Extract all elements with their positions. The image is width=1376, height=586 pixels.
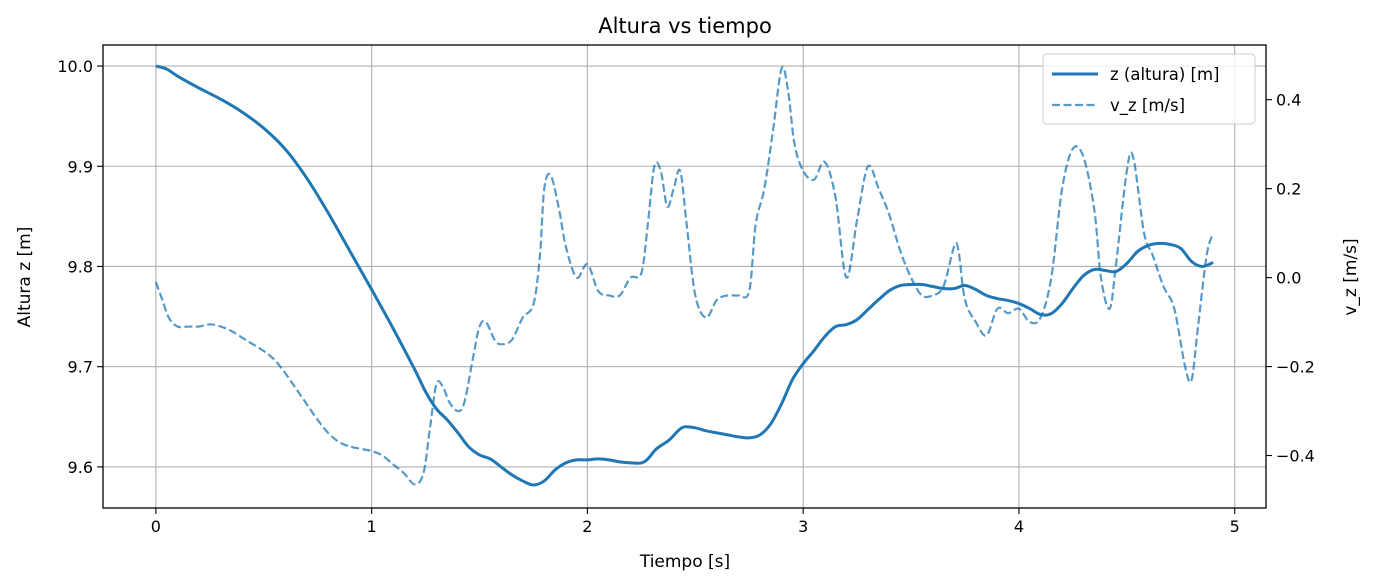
y-tick-label-right: 0.0 (1276, 269, 1301, 288)
y-tick-label-left: 10.0 (57, 57, 93, 76)
x-tick-label: 1 (367, 517, 377, 536)
x-tick-label: 5 (1230, 517, 1240, 536)
y-tick-label-right: 0.2 (1276, 180, 1301, 199)
ticks: 0 1 2 3 4 5 9.6 9.7 9.8 9.9 10.0 −0.4 −0.2 0.0 0.2 0.4 (57, 57, 1314, 536)
y-tick-label-left: 9.8 (68, 257, 93, 276)
plot-frame (102, 44, 1267, 509)
legend-label-z: z (altura) [m] (1110, 65, 1220, 84)
y-tick-label-left: 9.6 (68, 458, 93, 477)
y-tick-label-right: −0.2 (1276, 358, 1315, 377)
x-axis-label: Tiempo [s] (639, 552, 730, 572)
y-tick-label-right: 0.4 (1276, 91, 1301, 110)
y-tick-label-left: 9.9 (68, 157, 93, 176)
x-tick-label: 0 (151, 517, 161, 536)
y-tick-label-left: 9.7 (68, 358, 93, 377)
series-line-vz (154, 65, 1215, 486)
series-layer (154, 64, 1215, 487)
y-axis-label-left: Altura z [m] (15, 227, 35, 328)
y-tick-label-right: −0.4 (1276, 447, 1315, 466)
legend-label-vz: v_z [m/s] (1110, 96, 1185, 116)
y-axis-label-right: v_z [m/s] (1341, 238, 1361, 315)
x-tick-label: 3 (798, 517, 808, 536)
legend-box (1042, 53, 1256, 125)
series-line-z (155, 64, 1214, 487)
x-tick-label: 2 (582, 517, 592, 536)
chart-title: Altura vs tiempo (598, 14, 772, 38)
x-tick-label: 4 (1014, 517, 1024, 536)
legend: z (altura) [m] v_z [m/s] (1042, 53, 1256, 125)
